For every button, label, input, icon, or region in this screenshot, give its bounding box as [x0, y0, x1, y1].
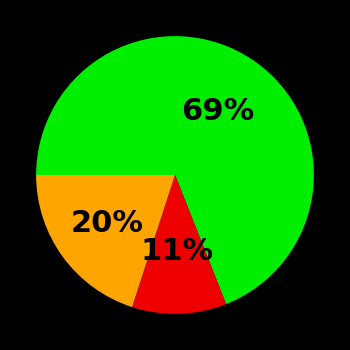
Text: 11%: 11%	[141, 237, 214, 266]
Wedge shape	[36, 175, 175, 307]
Text: 20%: 20%	[71, 210, 144, 238]
Wedge shape	[36, 36, 314, 304]
Wedge shape	[132, 175, 226, 314]
Text: 69%: 69%	[181, 97, 254, 126]
